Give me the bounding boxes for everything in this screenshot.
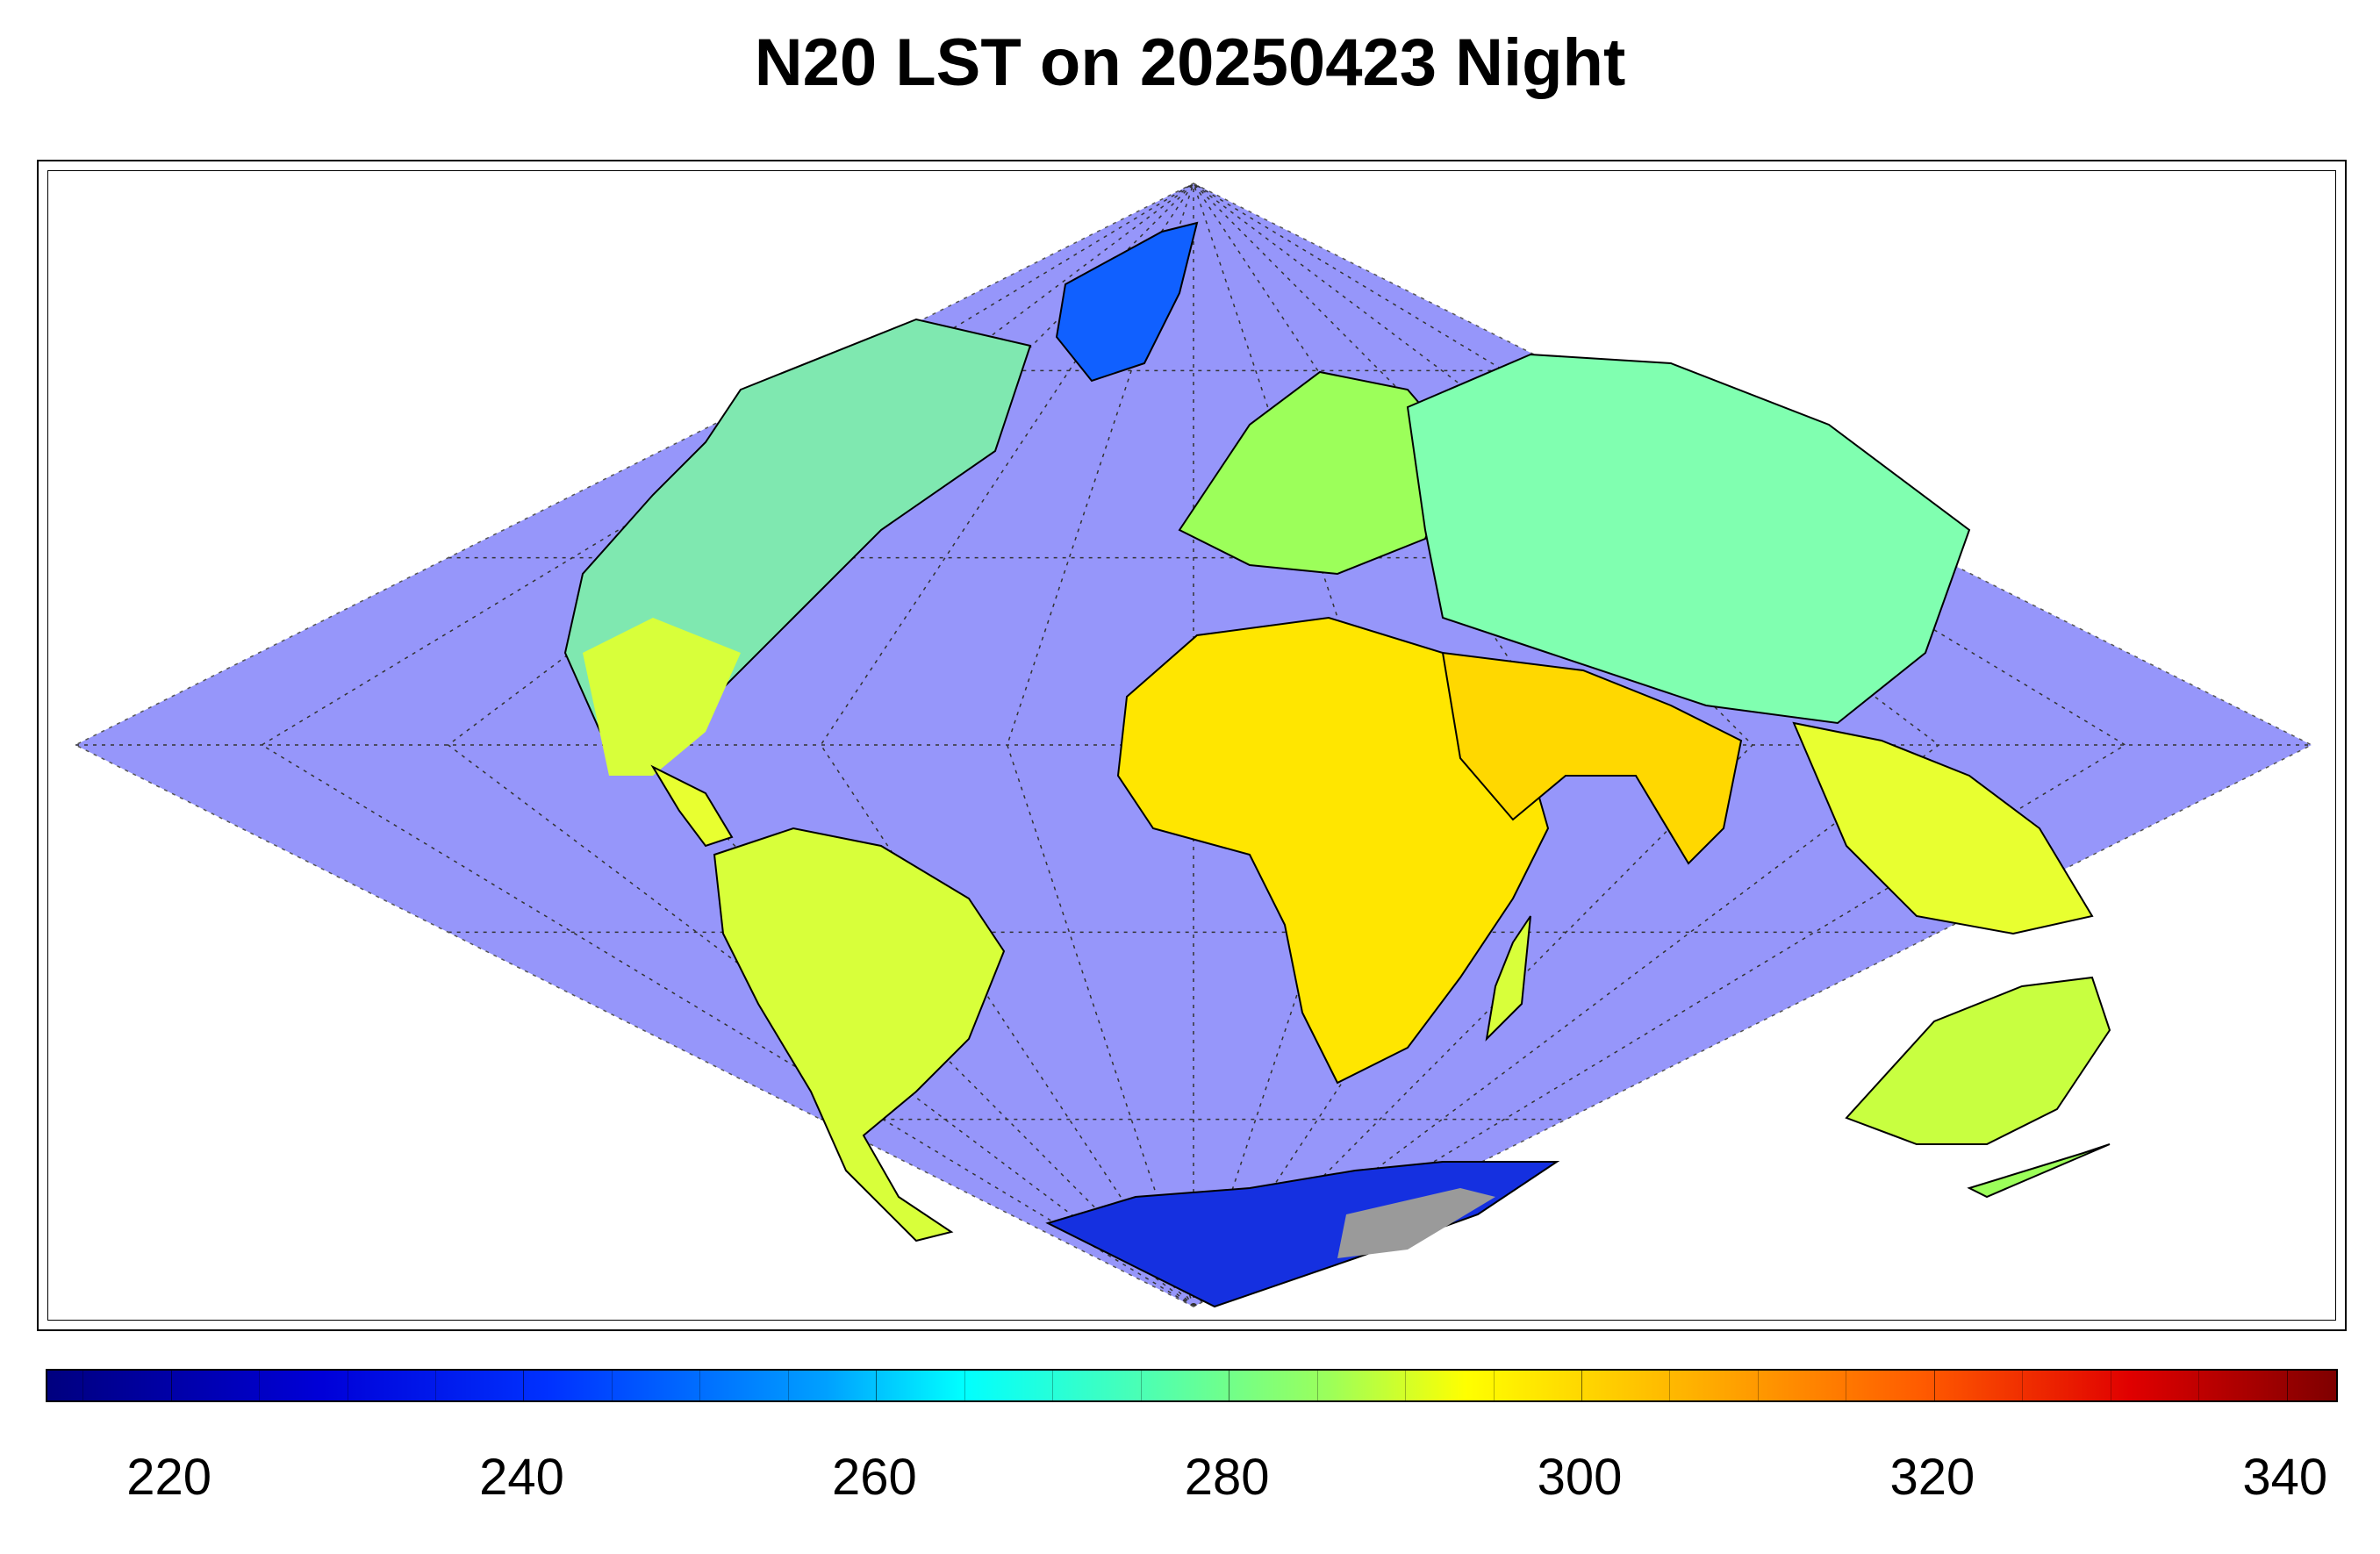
region-north-america-south — [583, 618, 741, 776]
region-south-america — [713, 827, 1006, 1242]
colorbar-minor-tick — [82, 1371, 84, 1400]
colorbar-tick-label: 320 — [1889, 1449, 1975, 1506]
graticule-meridian — [820, 183, 1194, 1307]
colorbar-tick — [1581, 1371, 1583, 1400]
colorbar-minor-tick — [699, 1371, 701, 1400]
colorbar-tick-label: 240 — [479, 1449, 564, 1506]
graticule-meridian — [1193, 183, 1754, 1307]
colorbar-minor-tick — [964, 1371, 965, 1400]
colorbar-minor-tick — [1405, 1371, 1407, 1400]
colorbar-minor-tick — [1140, 1371, 1142, 1400]
colorbar-minor-tick — [611, 1371, 613, 1400]
region-new-zealand — [1967, 1143, 2111, 1199]
world-map — [74, 183, 2313, 1308]
region-antarctica-no-data — [1337, 1188, 1495, 1258]
graticule-meridian — [1006, 183, 1194, 1307]
colorbar-tick — [1933, 1371, 1935, 1400]
graticule-meridian — [1193, 183, 1381, 1307]
colorbar-minor-tick — [259, 1371, 261, 1400]
colorbar-minor-tick — [435, 1371, 437, 1400]
region-africa — [1116, 616, 1550, 1085]
colorbar-minor-tick — [787, 1371, 789, 1400]
map-title: N20 LST on 20250423 Night — [754, 25, 1626, 100]
region-madagascar — [1485, 915, 1531, 1042]
colorbar-tick-label: 220 — [126, 1449, 212, 1506]
colorbar-tick-label: 340 — [2242, 1449, 2328, 1506]
colorbar-minor-tick — [1052, 1371, 1054, 1400]
colorbar-tick-label: 280 — [1184, 1449, 1270, 1506]
colorbar-tick — [170, 1371, 172, 1400]
map-inner-border — [47, 170, 2336, 1321]
region-greenland — [1055, 221, 1199, 383]
region-southeast-asia — [1792, 721, 2094, 935]
colorbar-minor-tick — [1316, 1371, 1318, 1400]
colorbar-minor-tick — [1669, 1371, 1671, 1400]
graticule-meridian — [1193, 183, 1940, 1307]
region-arabia-india — [1441, 651, 1743, 865]
colorbar-tick-label: 300 — [1537, 1449, 1623, 1506]
colorbar-tick — [2286, 1371, 2288, 1400]
colorbar-minor-tick — [1757, 1371, 1759, 1400]
colorbar — [46, 1369, 2338, 1402]
region-australia — [1845, 976, 2111, 1145]
continents — [563, 221, 2111, 1308]
region-central-america — [650, 764, 734, 848]
colorbar-minor-tick — [1493, 1371, 1495, 1400]
colorbar-tick-label: 260 — [831, 1449, 917, 1506]
colorbar-minor-tick — [2022, 1371, 2024, 1400]
region-asia — [1406, 353, 1971, 725]
graticule-meridian — [1193, 183, 2127, 1307]
colorbar-tick — [876, 1371, 878, 1400]
map-frame — [37, 160, 2347, 1331]
colorbar-tick — [523, 1371, 525, 1400]
graticule-meridian — [1193, 183, 1567, 1307]
colorbar-minor-tick — [2198, 1371, 2200, 1400]
